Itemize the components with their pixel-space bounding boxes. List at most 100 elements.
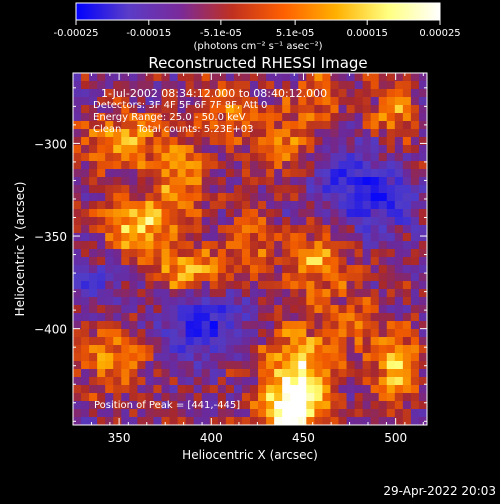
heatmap-cell [250,385,259,394]
heatmap-cell [386,409,396,418]
heatmap-cell [306,385,315,394]
heatmap-cell [113,281,122,290]
heatmap-cell [362,113,372,122]
heatmap-cell [314,321,323,330]
heatmap-cell [81,129,90,138]
heatmap-cell [137,81,146,90]
heatmap-cell [193,393,203,402]
heatmap-cell [241,185,251,194]
heatmap-cell [89,417,98,426]
heatmap-cell [378,121,388,130]
heatmap-cell [177,81,187,90]
heatmap-cell [346,337,355,346]
heatmap-cell [209,289,219,298]
heatmap-cell [137,201,146,210]
heatmap-cell [250,113,259,122]
heatmap-cell [306,337,315,346]
heatmap-cell [105,73,114,82]
heatmap-cell [161,153,170,162]
heatmap-cell [129,401,138,410]
heatmap-cell [89,81,98,90]
heatmap-cell [201,113,211,122]
heatmap-cell [282,145,291,154]
heatmap-cell [274,209,283,218]
heatmap-cell [314,241,323,250]
heatmap-cell [346,265,355,274]
heatmap-cell [346,377,355,386]
heatmap-cell [177,129,187,138]
heatmap-cell [338,209,347,218]
heatmap-cell [274,401,283,410]
heatmap-cell [394,169,404,178]
heatmap-cell [185,329,195,338]
heatmap-cell [97,393,106,402]
heatmap-cell [225,121,235,130]
heatmap-cell [153,417,162,426]
heatmap-cell [314,161,323,170]
heatmap-cell [386,297,396,306]
heatmap-cell [274,89,283,98]
heatmap-cell [282,113,291,122]
heatmap-cell [121,337,130,346]
heatmap-cell [161,121,170,130]
heatmap-cell [81,105,90,114]
heatmap-cell [386,281,396,290]
heatmap-cell [298,73,307,82]
axis-ticks: 350 400 450 500−300−350−400 [34,73,427,445]
heatmap-cell [201,233,211,242]
heatmap-cell [402,185,412,194]
heatmap-cell [386,321,396,330]
heatmap-cell [362,193,372,202]
heatmap-cell [225,185,235,194]
heatmap-cell [258,129,267,138]
heatmap-cell [89,281,98,290]
heatmap-cell [153,217,162,226]
heatmap-cell [338,161,347,170]
heatmap-cell [153,145,162,154]
heatmap-cell [258,233,267,242]
heatmap-cell [81,121,90,130]
heatmap-cell [322,217,331,226]
heatmap-cell [121,105,130,114]
heatmap-cell [362,185,372,194]
heatmap-cell [169,265,178,274]
heatmap-cell [185,305,195,314]
heatmap-cell [306,73,315,82]
heatmap-cell [298,321,307,330]
heatmap-cell [370,233,380,242]
heatmap-cell [121,409,130,418]
heatmap-cell [298,329,307,338]
heatmap-cell [266,265,275,274]
heatmap-cell [410,273,420,282]
heatmap-cell [217,361,227,370]
heatmap-cell [410,81,420,90]
heatmap-cell [113,409,122,418]
heatmap-cell [97,153,106,162]
heatmap-cell [354,313,364,322]
heatmap-cell [266,321,275,330]
heatmap-cell [161,369,170,378]
heatmap-cell [354,177,364,186]
heatmap-cell [306,193,315,202]
heatmap-cell [209,225,219,234]
heatmap-cell [346,73,355,82]
heatmap-cell [354,73,364,82]
heatmap-cell [225,353,235,362]
heatmap-cell [370,321,380,330]
heatmap-cell [129,281,138,290]
heatmap-cell [290,129,299,138]
heatmap-cell [105,321,114,330]
heatmap-cell [137,185,146,194]
heatmap-cell [169,137,178,146]
heatmap-cell [314,401,323,410]
heatmap-cell [193,417,203,426]
heatmap-cell [266,169,275,178]
heatmap-cell [113,417,122,426]
heatmap-cell [169,289,178,298]
heatmap-cell [258,345,267,354]
heatmap-cell [402,153,412,162]
heatmap-cell [338,265,347,274]
heatmap-cell [354,81,364,90]
heatmap-cell [113,353,122,362]
heatmap-cell [322,385,331,394]
